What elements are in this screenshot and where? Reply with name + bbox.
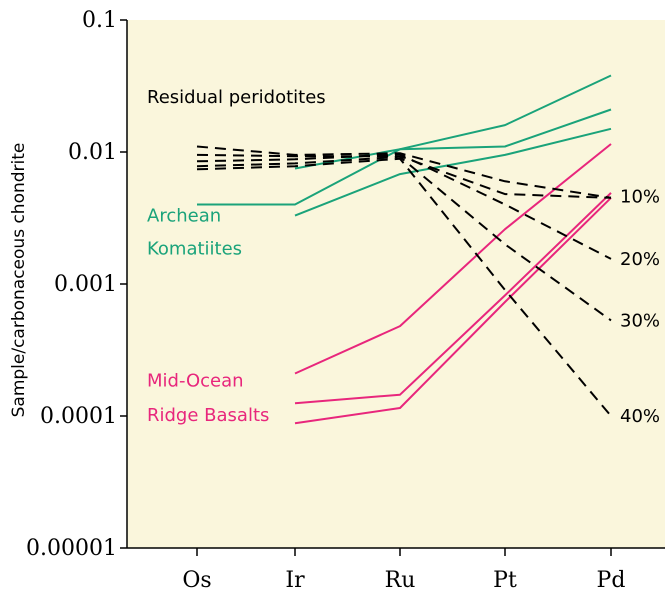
annotation-label: 40%	[620, 406, 660, 427]
x-tick-label: Pd	[597, 568, 626, 593]
plot-background	[127, 20, 665, 548]
peridotite-series-line-11	[196, 157, 612, 417]
y-tick-label: 0.0001	[40, 404, 117, 429]
peridotite-series-line-10	[196, 155, 612, 322]
morb-series-line-5	[294, 192, 612, 405]
annotations: Residual peridotites Archean Komatiites Mid…	[147, 87, 660, 427]
y-tick-label: 0.001	[54, 272, 117, 297]
annotation-label: Komatiites	[147, 239, 242, 260]
annotation-label: Archean	[147, 206, 221, 227]
annotation-label: 30%	[620, 310, 660, 331]
y-ticks: 0.1 0.01 0.001 0.0001 0.00001	[26, 8, 127, 561]
annotation-label: 10%	[620, 187, 660, 208]
x-tick-label: Ru	[385, 568, 416, 593]
annotation-label: Residual peridotites	[147, 87, 326, 108]
x-tick-label: Os	[182, 568, 211, 593]
annotation-label: Ridge Basalts	[147, 405, 269, 426]
komatiite-series-line-2	[294, 108, 612, 170]
morb-series-line-6	[294, 197, 612, 425]
y-tick-label: 0.01	[68, 140, 117, 165]
y-axis-label: Sample/carbonaceous chondrite	[9, 143, 29, 418]
x-tick-label: Pt	[493, 568, 517, 593]
x-tick-label: Ir	[285, 568, 305, 593]
komatiite-series-line-3	[294, 127, 612, 217]
annotation-label: 20%	[620, 249, 660, 270]
y-tick-label: 0.00001	[26, 536, 117, 561]
peridotite-series-line-7	[196, 145, 612, 199]
peridotite-series-line-9	[196, 153, 612, 260]
annotation-label: Mid-Ocean	[147, 371, 244, 392]
morb-series-line-4	[294, 143, 612, 375]
series-layer	[196, 74, 612, 425]
y-tick-label: 0.1	[82, 8, 117, 33]
x-ticks: Os Ir Ru Pt Pd	[182, 548, 625, 593]
